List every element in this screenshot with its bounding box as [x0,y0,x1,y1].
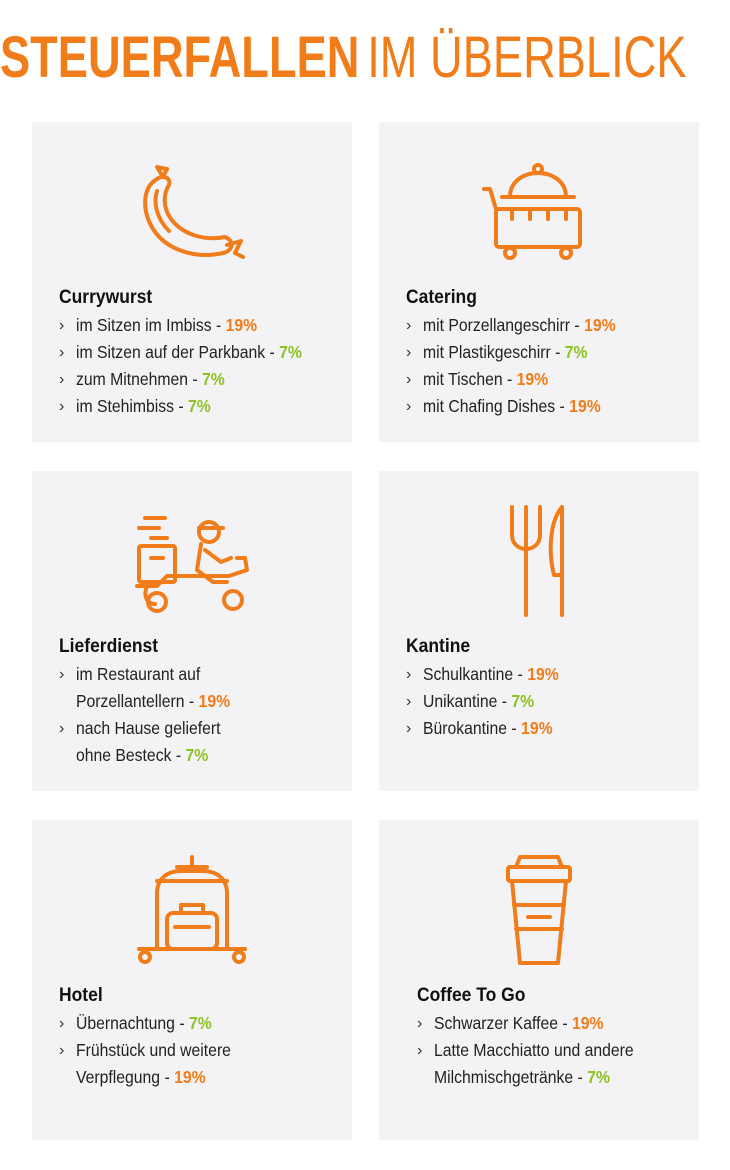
card-kantine: Kantine › Schulkantine - 19% › Unikantine … [379,471,699,791]
chevron-right-icon: › [59,720,65,737]
chevron-right-icon: › [59,344,65,361]
list-item: › Frühstück und weitere Verpflegung - 19% [59,1037,342,1091]
chevron-right-icon: › [59,317,65,334]
vat-rate: 7% [188,396,211,416]
chevron-right-icon: › [406,371,412,388]
list-item: › nach Hause geliefert ohne Besteck - 7% [59,715,342,769]
card-title: Currywurst [59,287,153,308]
card-coffee-to-go: Coffee To Go › Schwarzer Kaffee - 19% › La… [379,820,699,1140]
list-item: › Bürokantine - 19% [406,715,689,742]
vat-rate: 19% [225,315,258,335]
vat-rate: 19% [527,664,559,684]
vat-rate: 7% [202,369,225,389]
chevron-right-icon: › [406,317,412,334]
chevron-right-icon: › [59,1042,65,1059]
page-title-bold: STEUERFALLEN [0,25,360,90]
list-item: › im Stehimbiss - 7% [59,393,342,420]
vat-rate: 7% [587,1067,610,1087]
chevron-right-icon: › [417,1015,423,1032]
card-hotel: Hotel › Übernachtung - 7% › Frühstück und … [32,820,352,1140]
vat-rate: 7% [188,1013,212,1033]
card-title: Kantine [406,636,471,657]
chevron-right-icon: › [406,693,412,710]
chevron-right-icon: › [406,666,412,683]
card-title: Coffee To Go [417,985,526,1006]
vat-rate: 19% [521,718,553,738]
page-title: STEUERFALLEN IM ÜBERBLICK [0,22,687,94]
chevron-right-icon: › [417,1042,423,1059]
list-item: › mit Tischen - 19% [406,366,689,393]
list-item: › Schwarzer Kaffee - 19% [417,1010,689,1037]
chevron-right-icon: › [59,398,65,415]
chevron-right-icon: › [59,1015,65,1032]
vat-rate: 7% [511,691,535,711]
vat-rate: 7% [185,745,209,765]
catering-trolley-icon [379,142,699,282]
card-title: Lieferdienst [59,636,159,657]
chevron-right-icon: › [406,344,412,361]
list-item: › mit Plastikgeschirr - 7% [406,339,689,366]
list-item: › Übernachtung - 7% [59,1010,342,1037]
vat-rate: 19% [174,1067,206,1087]
chevron-right-icon: › [406,398,412,415]
list-item: › Latte Macchiatto und andere Milchmischge… [417,1037,689,1091]
luggage-cart-icon [32,840,352,980]
list-item: › im Restaurant auf Porzellantellern - 19% [59,661,342,715]
card-title: Catering [406,287,477,308]
vat-rate: 7% [564,342,588,362]
chevron-right-icon: › [59,666,65,683]
delivery-scooter-icon [32,491,352,631]
fork-knife-icon [379,491,699,631]
page-title-light: IM ÜBERBLICK [367,25,687,90]
list-item: › mit Porzellangeschirr - 19% [406,312,689,339]
sausage-icon [32,142,352,282]
vat-rate: 19% [569,396,601,416]
chevron-right-icon: › [406,720,412,737]
card-currywurst: Currywurst › im Sitzen im Imbiss - 19% › i… [32,122,352,442]
list-item: › Unikantine - 7% [406,688,689,715]
list-item: › im Sitzen auf der Parkbank - 7% [59,339,342,366]
list-item: › zum Mitnehmen - 7% [59,366,342,393]
vat-rate: 19% [516,369,549,389]
vat-rate: 19% [572,1013,604,1033]
card-catering: Catering › mit Porzellangeschirr - 19% › m… [379,122,699,442]
coffee-cup-icon [379,840,699,980]
list-item: › Schulkantine - 19% [406,661,689,688]
chevron-right-icon: › [59,371,65,388]
vat-rate: 19% [198,691,231,711]
vat-rate: 7% [279,342,302,362]
list-item: › mit Chafing Dishes - 19% [406,393,689,420]
card-lieferdienst: Lieferdienst › im Restaurant auf Porzellan… [32,471,352,791]
list-item: › im Sitzen im Imbiss - 19% [59,312,342,339]
vat-rate: 19% [584,315,616,335]
card-title: Hotel [59,985,103,1006]
